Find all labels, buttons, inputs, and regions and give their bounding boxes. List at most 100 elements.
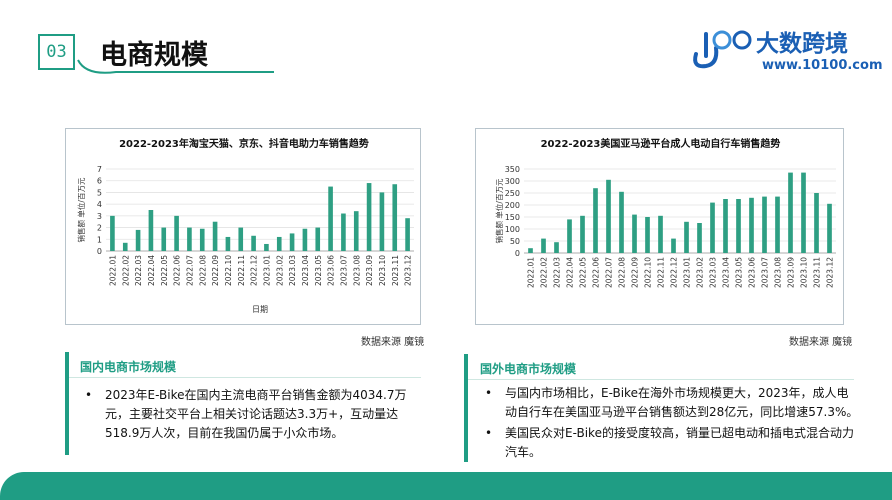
y-axis-label: 销售额 单位/百万元 [76,177,86,242]
x-tick-label: 2022.08 [618,257,627,288]
bar [814,193,819,253]
footer-band [0,472,892,500]
y-tick-label: 5 [97,188,102,197]
y-tick-label: 300 [505,177,520,186]
logo-mark-icon [693,30,752,69]
bar [827,203,832,253]
x-tick-label: 2023.11 [391,255,400,286]
x-tick-label: 2023.11 [813,257,822,288]
x-tick-label: 2022.11 [657,257,666,288]
logo-url: www.10100.com [762,58,883,73]
bar [528,248,533,253]
bar [554,242,559,253]
chart-title: 2022-2023美国亚马逊平台成人电动自行车销售趋势 [541,137,781,150]
bar [684,221,689,253]
bar [225,236,231,251]
y-tick-label: 50 [510,237,520,246]
x-tick-label: 2022.03 [134,255,143,286]
x-tick-label: 2023.12 [826,257,835,288]
overseas-bullets: 与国内市场相比，E-Bike在海外市场规模更大，2023年，成人电动自行车在美国… [483,384,859,464]
x-tick-label: 2022.12 [250,255,259,286]
x-tick-label: 2023.07 [339,255,348,286]
x-tick-label: 2022.06 [592,257,601,288]
bar [593,188,598,253]
domestic-chart-svg: 2022-2023年淘宝天猫、京东、抖音电助力车销售趋势 0 1 2 3 4 5 6 7 销售额 … [76,137,414,314]
x-tick-label: 2023.07 [761,257,770,288]
chart-title: 2022-2023年淘宝天猫、京东、抖音电助力车销售趋势 [119,137,369,150]
x-tick-label: 2023.12 [404,255,413,286]
x-axis-label: 日期 [252,305,268,314]
x-tick-label: 2023.05 [314,255,323,286]
x-tick-label: 2023.01 [262,255,271,286]
x-tick-label: 2022.04 [147,255,156,286]
bar [762,196,767,253]
y-tick-label: 3 [97,212,102,221]
x-tick-label: 2022.09 [211,255,220,286]
x-tick-label: 2022.11 [237,255,246,286]
bar [801,172,806,253]
title-underline-decoration [77,59,274,74]
x-tick-label: 2023.02 [275,255,284,286]
x-tick-label: 2022.08 [198,255,207,286]
overseas-section-bar [464,354,468,462]
y-tick-label: 4 [97,200,102,209]
section-number: 03 [38,34,75,70]
domestic-bullet: 2023年E-Bike在国内主流电商平台销售金额为4034.7万元，主要社交平台… [83,386,415,443]
bar [328,186,333,251]
bar [289,233,295,251]
bar [276,236,282,251]
bar [187,227,192,251]
x-tick-label: 2022.04 [566,257,575,288]
x-tick-label: 2023.01 [683,257,692,288]
bar [122,242,128,251]
bar [606,179,611,253]
bar [632,214,637,253]
bar [788,172,793,253]
y-tick-label: 6 [97,177,102,186]
bar [212,221,218,251]
domestic-section-header [65,352,421,378]
y-tick-label: 350 [505,165,520,174]
x-tick-label: 2022.02 [540,257,549,288]
y-tick-label: 2 [97,224,102,233]
bar [405,218,410,251]
y-tick-label: 0 [97,247,102,256]
data-source-right: 数据来源 魔镜 [789,337,853,348]
bar [775,196,780,253]
brand-logo: 大数跨境 www.10100.com [690,24,883,76]
bar [315,227,321,251]
y-tick-label: 7 [97,165,102,174]
y-tick-label: 200 [505,201,520,210]
x-tick-label: 2023.06 [748,257,757,288]
bar [658,215,663,253]
x-tick-label: 2023.04 [301,255,310,286]
y-tick-label: 250 [505,189,520,198]
y-tick-label: 150 [505,213,520,222]
x-tick-label: 2022.07 [185,255,194,286]
domestic-section-title: 国内电商市场规模 [80,360,177,374]
bar [710,202,715,253]
x-tick-label: 2022.03 [553,257,562,288]
bar [379,192,385,251]
x-tick-label: 2023.02 [696,257,705,288]
page-title: 电商规模 [100,40,208,71]
bar [366,183,372,251]
x-tick-label: 2022.06 [173,255,182,286]
bar [645,217,650,253]
bar [135,229,141,251]
x-tick-label: 2023.08 [774,257,783,288]
domestic-bullets: 2023年E-Bike在国内主流电商平台销售金额为4034.7万元，主要社交平台… [83,386,415,445]
bar [148,210,154,251]
bar [619,191,624,253]
amazon-chart-svg: 2022-2023美国亚马逊平台成人电动自行车销售趋势 0 50 100 150 200 2… [494,137,836,288]
x-tick-label: 2023.03 [288,255,297,286]
bar [341,213,346,251]
y-tick-label: 100 [505,225,520,234]
bar [199,228,205,251]
bar [671,238,676,253]
overseas-section-title: 国外电商市场规模 [480,362,577,376]
y-tick-label: 0 [515,249,520,258]
domestic-section-bar [65,352,69,455]
x-tick-label: 2022.10 [644,257,653,288]
bar [161,227,167,251]
